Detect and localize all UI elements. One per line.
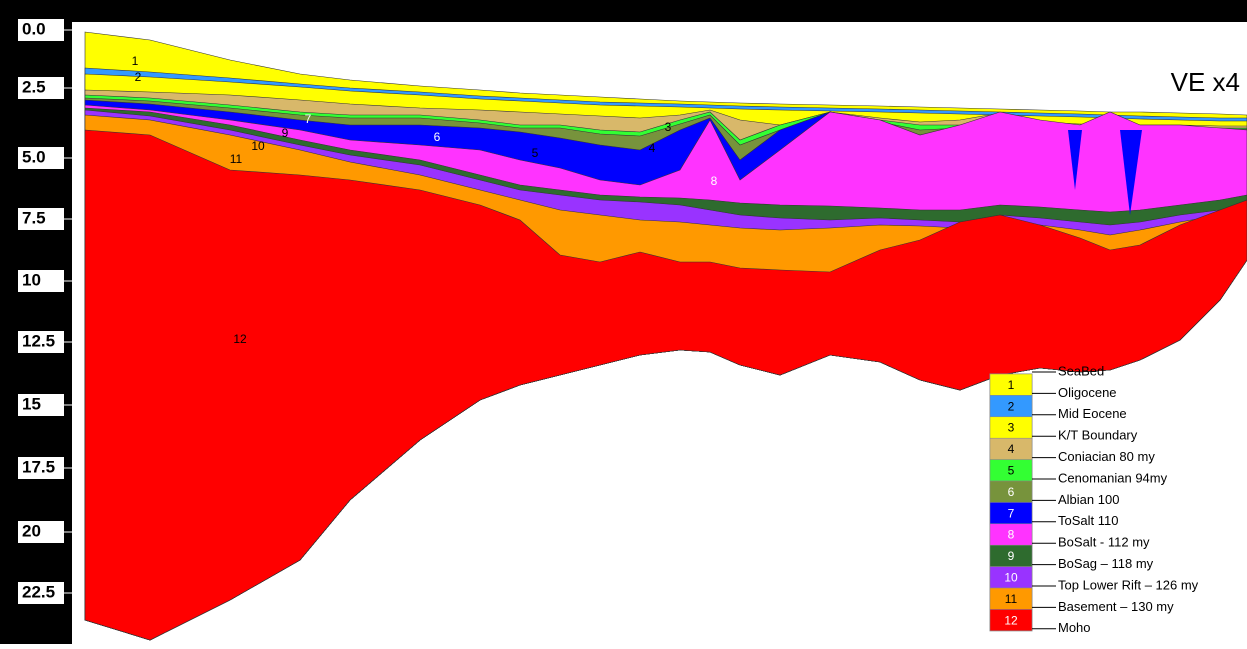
ve-label: VE x4 [1171,67,1240,97]
axis-label: 22.5 [22,582,55,601]
axis-label: 17.5 [22,457,55,476]
axis-label-box [18,208,64,230]
layer-label: 10 [251,139,265,153]
layer-label: 1 [132,54,139,68]
axis-label: 0.0 [22,19,46,38]
legend-number: 6 [1008,485,1015,499]
axis-label: 5.0 [22,147,46,166]
layer-label: 11 [230,152,243,166]
legend-name: Mid Eocene [1058,406,1127,421]
legend-name: BoSag – 118 my [1058,556,1154,571]
axis-label-box [18,457,64,479]
salt-wall [1120,130,1142,215]
axis-label-box [18,582,64,604]
axis-label-box [18,19,64,41]
legend-number: 11 [1005,592,1018,606]
legend-name: Oligocene [1058,385,1117,400]
legend-name: Albian 100 [1058,492,1119,507]
layer-label: 12 [233,332,247,346]
legend-number: 9 [1008,549,1015,563]
top-band [0,0,1247,22]
layer-label: 4 [649,141,656,155]
legend-name: Cenomanian 94my [1058,470,1168,485]
axis-label: 2.5 [22,77,46,96]
legend-swatch [989,609,1033,632]
layer-label: 2 [135,70,142,84]
legend-number: 1 [1008,378,1015,392]
legend-name: K/T Boundary [1058,428,1138,443]
axis-label-box [18,147,64,169]
legend-name: ToSalt 110 [1058,513,1118,528]
layer-label: 9 [282,126,289,140]
axis-label-box [18,394,64,416]
axis-label: 20 [22,521,41,540]
layer [84,129,1247,641]
layer-label: 8 [711,174,718,188]
legend-number: 3 [1008,421,1015,435]
legend-name: Top Lower Rift – 126 my [1058,577,1199,592]
axis-label-box [18,521,64,543]
legend-number: 2 [1008,399,1015,413]
axis-label-box [18,270,64,292]
legend-name: Moho [1058,620,1091,635]
axis-label-box [18,77,64,99]
legend-number: 4 [1008,442,1015,456]
axis-label: 12.5 [22,331,55,350]
axis-label: 15 [22,394,41,413]
salt-wall [1068,130,1082,190]
legend-name: SeaBed [1058,363,1104,378]
legend-name: BoSalt - 112 my [1058,535,1150,550]
legend-number: 12 [1004,613,1018,627]
legend-number: 10 [1004,570,1018,584]
axis-label-box [18,331,64,353]
legend-name: Basement – 130 my [1058,599,1174,614]
layer-label: 7 [305,112,312,126]
legend-number: 5 [1008,463,1015,477]
layer-label: 6 [434,130,441,144]
axis-label: 7.5 [22,208,46,227]
legend-name: Coniacian 80 my [1058,449,1155,464]
legend-number: 8 [1008,528,1015,542]
layer-label: 5 [532,146,539,160]
legend-number: 7 [1008,506,1015,520]
axis-label: 10 [22,270,41,289]
layer-label: 3 [665,120,672,134]
